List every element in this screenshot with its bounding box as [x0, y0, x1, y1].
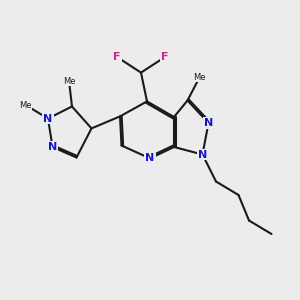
- Text: N: N: [44, 113, 52, 124]
- Text: Me: Me: [63, 76, 75, 85]
- Text: N: N: [146, 153, 154, 164]
- Text: F: F: [161, 52, 169, 62]
- Text: F: F: [113, 52, 121, 62]
- Text: N: N: [198, 149, 207, 160]
- Text: N: N: [48, 142, 57, 152]
- Text: N: N: [204, 118, 213, 128]
- Text: Me: Me: [193, 73, 206, 82]
- Text: Me: Me: [19, 100, 32, 109]
